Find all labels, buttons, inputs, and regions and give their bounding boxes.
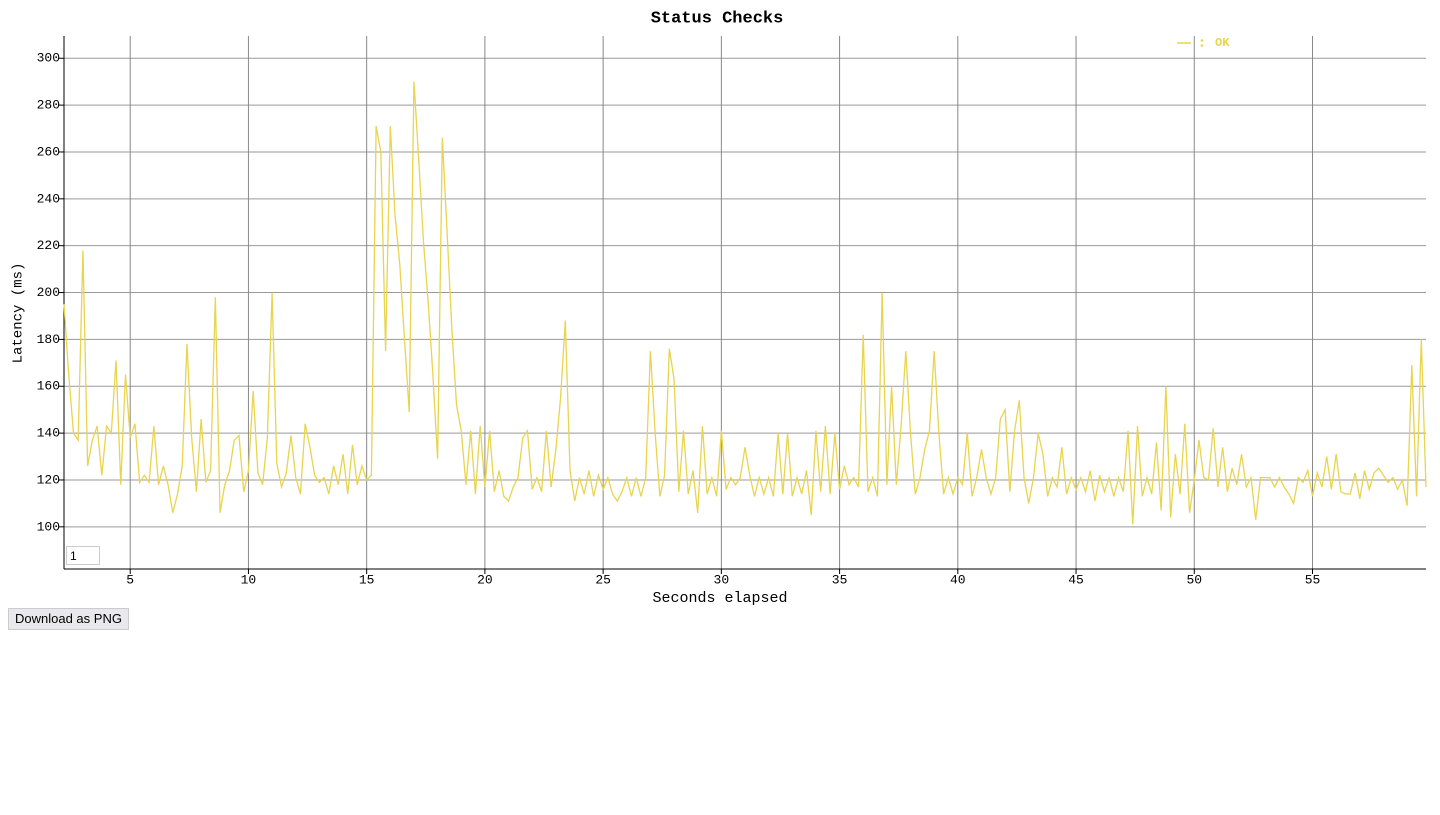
y-tick-label: 180 <box>37 332 60 347</box>
x-tick-label: 35 <box>832 572 848 587</box>
chart-title: Status Checks <box>651 9 784 28</box>
x-tick-label: 50 <box>1186 572 1202 587</box>
x-tick-label: 55 <box>1305 572 1321 587</box>
y-tick-label: 220 <box>37 238 60 253</box>
x-tick-label: 20 <box>477 572 493 587</box>
x-tick-label: 10 <box>241 572 257 587</box>
data-line <box>63 81 1427 525</box>
legend-separator <box>1200 44 1204 47</box>
x-tick-label: 25 <box>595 572 611 587</box>
chart: Status Checks Seconds elapsed Latency (m… <box>11 9 1427 607</box>
legend-label: OK <box>1215 36 1230 50</box>
y-tick-label: 280 <box>37 98 60 113</box>
y-tick-label: 300 <box>37 51 60 66</box>
y-tick-label: 120 <box>37 472 60 487</box>
y-tick-label: 100 <box>37 519 60 534</box>
x-tick-label: 40 <box>950 572 966 587</box>
download-button[interactable]: Download as PNG <box>8 608 129 630</box>
legend-separator <box>1200 39 1204 42</box>
x-tick-label: 30 <box>714 572 730 587</box>
x-axis-label: Seconds elapsed <box>652 590 787 605</box>
y-tick-label: 140 <box>37 426 60 441</box>
zoom-input[interactable]: 1 <box>66 546 100 565</box>
y-tick-label: 200 <box>37 285 60 300</box>
x-tick-label: 45 <box>1068 572 1084 587</box>
x-tick-label: 15 <box>359 572 375 587</box>
y-tick-label: 260 <box>37 144 60 159</box>
y-axis-label: Latency (ms) <box>11 263 27 364</box>
y-tick-label: 160 <box>37 379 60 394</box>
x-tick-label: 5 <box>126 572 134 587</box>
y-tick-label: 240 <box>37 191 60 206</box>
